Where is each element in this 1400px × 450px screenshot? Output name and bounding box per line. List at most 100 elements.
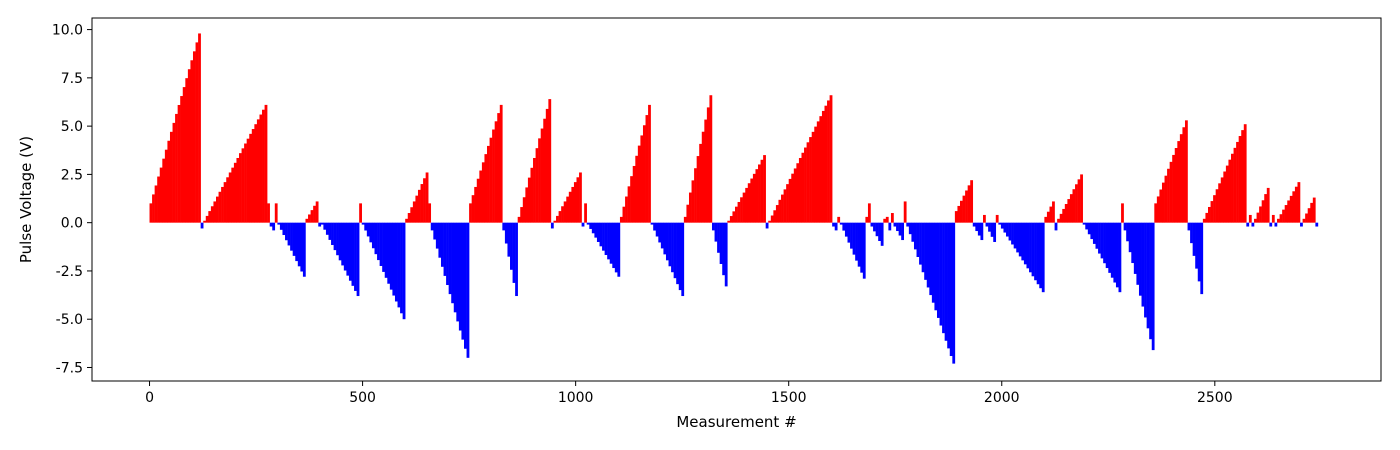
bar	[1154, 203, 1158, 223]
bar	[1021, 222, 1025, 261]
bar	[586, 222, 590, 225]
bar	[855, 222, 858, 261]
bar	[714, 222, 718, 242]
bar	[566, 196, 570, 223]
bar	[875, 222, 879, 237]
bar	[765, 222, 769, 229]
bar	[760, 159, 764, 223]
bar	[1080, 174, 1083, 223]
bar	[850, 222, 853, 249]
bar	[1161, 182, 1165, 223]
bar	[663, 222, 667, 255]
bar	[553, 220, 557, 223]
bar	[878, 222, 881, 242]
bar	[159, 167, 163, 223]
bar	[1174, 148, 1178, 223]
bar	[681, 222, 685, 297]
bar	[1133, 222, 1137, 274]
bar	[522, 197, 526, 223]
bar	[433, 222, 437, 240]
bar	[1184, 120, 1188, 223]
bar	[1085, 222, 1089, 230]
bar	[1044, 216, 1048, 223]
bar	[688, 192, 692, 223]
bar	[898, 222, 902, 236]
bar	[1287, 200, 1291, 223]
bar	[860, 222, 864, 273]
bar	[341, 222, 345, 266]
bar	[254, 124, 258, 223]
bar	[379, 222, 383, 266]
y-tick-label: 0.0	[61, 216, 83, 232]
bar	[960, 200, 963, 223]
bar	[510, 222, 513, 270]
bar	[1215, 189, 1219, 223]
bar	[704, 119, 708, 223]
bar	[1182, 127, 1186, 223]
bar	[931, 222, 935, 303]
bar	[773, 210, 777, 223]
bar	[479, 170, 483, 223]
bar	[637, 145, 641, 223]
bar	[926, 222, 930, 288]
bar	[1062, 208, 1066, 223]
bar	[356, 222, 360, 297]
bar	[747, 183, 751, 223]
bar	[775, 205, 779, 223]
bar	[1274, 222, 1278, 227]
bar	[1197, 222, 1201, 282]
bar	[476, 178, 480, 223]
bar	[640, 135, 644, 223]
bar	[829, 95, 833, 223]
bar	[517, 216, 521, 223]
bar	[1169, 161, 1173, 223]
bar	[540, 128, 544, 223]
bar	[302, 222, 306, 277]
bar	[333, 222, 337, 251]
bar	[1123, 222, 1127, 231]
bar	[745, 187, 749, 223]
bar	[786, 184, 789, 223]
bar	[934, 222, 938, 311]
bar	[162, 158, 166, 223]
bar	[1092, 222, 1096, 244]
bar	[650, 222, 654, 225]
bar	[919, 222, 922, 265]
bar	[706, 107, 710, 223]
bar	[862, 222, 866, 279]
bar	[686, 204, 690, 223]
bar	[1220, 177, 1224, 223]
bar	[169, 131, 173, 223]
bar	[1059, 213, 1063, 223]
bar	[164, 149, 168, 223]
bar	[561, 206, 564, 223]
bar	[1307, 208, 1311, 223]
bar	[983, 214, 986, 223]
bar	[167, 140, 171, 223]
bar	[318, 222, 322, 227]
bar	[1023, 222, 1027, 265]
bar	[852, 222, 856, 255]
bar	[512, 222, 516, 283]
bar	[448, 222, 452, 295]
bar	[1248, 214, 1252, 223]
bar	[533, 157, 536, 223]
bar	[1277, 218, 1280, 223]
bar	[1223, 171, 1227, 223]
x-tick-label: 1000	[558, 390, 594, 406]
bar	[604, 222, 608, 256]
bar	[696, 156, 700, 223]
bar	[924, 222, 928, 280]
bar	[1172, 154, 1176, 223]
bar	[865, 216, 869, 223]
bar	[203, 220, 207, 223]
bar	[791, 173, 795, 223]
y-tick-label: 2.5	[61, 167, 83, 183]
bar	[1003, 222, 1007, 233]
bar	[282, 222, 286, 236]
bar	[819, 116, 823, 223]
bar	[729, 216, 733, 223]
bar	[632, 165, 636, 223]
plot-frame	[91, 17, 1382, 382]
